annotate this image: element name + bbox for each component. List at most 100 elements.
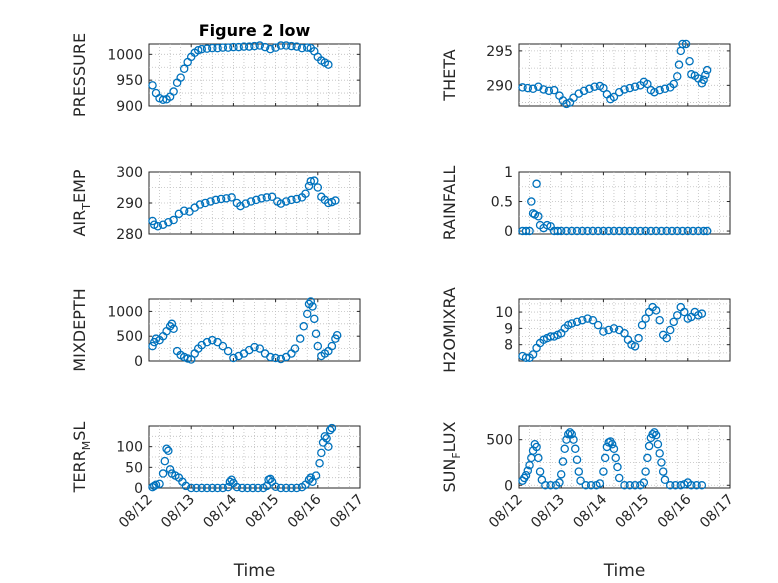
- data-point: [579, 86, 589, 96]
- data-point: [553, 226, 562, 236]
- data-point: [590, 82, 599, 91]
- panel-theta: 290 295 THETA: [440, 39, 731, 109]
- data-point: [555, 478, 564, 487]
- data-point: [641, 314, 650, 323]
- y-tick-label: 500: [486, 433, 513, 449]
- y-tick-label: 10: [495, 305, 513, 321]
- data-point: [223, 346, 233, 356]
- data-point: [639, 478, 649, 487]
- data-point: [583, 226, 592, 236]
- data-point: [562, 226, 571, 236]
- data-point: [276, 199, 286, 208]
- data-point: [593, 320, 603, 330]
- y-tick-label: 100: [116, 440, 143, 456]
- data-point: [572, 455, 582, 464]
- y-axis-label: AIRTEMP: [70, 169, 93, 236]
- data-point: [535, 467, 545, 476]
- data-point: [546, 481, 555, 490]
- data-point: [630, 226, 640, 236]
- data-point: [181, 481, 191, 491]
- data-point: [237, 483, 247, 493]
- data-point: [195, 200, 205, 209]
- data-point: [697, 309, 707, 318]
- y-tick-label: 290: [486, 78, 513, 94]
- data-point: [541, 481, 550, 490]
- data-point: [192, 483, 201, 493]
- data-point: [620, 85, 629, 94]
- data-point: [165, 465, 175, 474]
- data-point: [609, 92, 619, 102]
- data-point: [306, 297, 316, 306]
- x-tick-label: 08/13: [528, 492, 568, 532]
- data-point: [287, 483, 296, 493]
- data-point: [292, 42, 301, 51]
- y-axis-label: TERRMSL: [70, 422, 93, 494]
- data-point: [688, 226, 698, 236]
- data-point: [281, 483, 291, 493]
- data-point: [331, 196, 340, 205]
- data-point: [523, 466, 533, 475]
- data-point: [317, 448, 326, 458]
- data-point: [532, 442, 541, 452]
- data-point: [588, 315, 598, 325]
- data-point: [229, 42, 238, 52]
- data-point: [611, 453, 620, 463]
- y-tick-label: 9: [504, 321, 513, 337]
- data-point: [281, 197, 291, 206]
- panel-air-temp: 280 290 300 AIRTEMP: [70, 165, 361, 243]
- data-point: [600, 453, 610, 463]
- data-point: [614, 473, 624, 483]
- data-point: [218, 43, 228, 52]
- data-point: [542, 220, 552, 230]
- data-point: [671, 481, 680, 490]
- data-point: [678, 39, 687, 49]
- data-point: [295, 334, 305, 343]
- data-point: [523, 83, 533, 93]
- data-point: [222, 194, 231, 203]
- panel-pressure: 900 950 1000 PRESSURE Figure 2 low: [70, 21, 361, 117]
- data-point: [565, 428, 575, 437]
- data-point: [567, 429, 577, 439]
- data-point: [643, 453, 652, 463]
- data-point: [271, 353, 280, 363]
- panel-mixdepth: 0 500 1000 MIXDEPTH: [70, 288, 361, 372]
- data-point: [528, 84, 538, 94]
- data-point: [239, 42, 249, 51]
- data-point: [211, 195, 221, 205]
- data-point: [169, 324, 178, 334]
- y-tick-label: 500: [116, 329, 143, 345]
- data-point: [324, 442, 333, 451]
- data-point: [593, 226, 603, 236]
- data-point: [208, 43, 217, 53]
- data-point: [162, 444, 171, 453]
- data-point: [521, 226, 531, 236]
- data-point: [673, 72, 682, 81]
- data-point: [223, 482, 233, 492]
- data-point: [227, 193, 236, 202]
- data-point: [667, 226, 677, 236]
- data-point: [607, 439, 617, 449]
- panel-sun-flux: 0 500 08/12 08/13 08/14 08/15 08/16 08/17 SUNFLU…: [440, 421, 737, 581]
- x-tick-label: 08/15: [613, 492, 653, 532]
- y-tick-label: 1000: [107, 304, 143, 320]
- data-point: [153, 221, 163, 231]
- data-point: [636, 226, 645, 236]
- data-point: [302, 309, 312, 319]
- data-point: [322, 434, 331, 443]
- data-point: [583, 314, 592, 323]
- data-point: [311, 329, 321, 338]
- data-point: [586, 481, 596, 490]
- data-point: [521, 353, 531, 362]
- data-point: [539, 85, 548, 94]
- data-point: [634, 333, 643, 343]
- data-point: [306, 177, 316, 186]
- y-tick-label: 0: [134, 354, 143, 370]
- data-point: [630, 82, 640, 91]
- x-tick-label: 08/14: [570, 491, 610, 531]
- y-tick-label: 280: [116, 227, 143, 243]
- data-point: [202, 44, 212, 53]
- data-point: [169, 87, 178, 96]
- data-point: [560, 444, 569, 454]
- data-point: [620, 329, 629, 338]
- data-point: [299, 322, 308, 331]
